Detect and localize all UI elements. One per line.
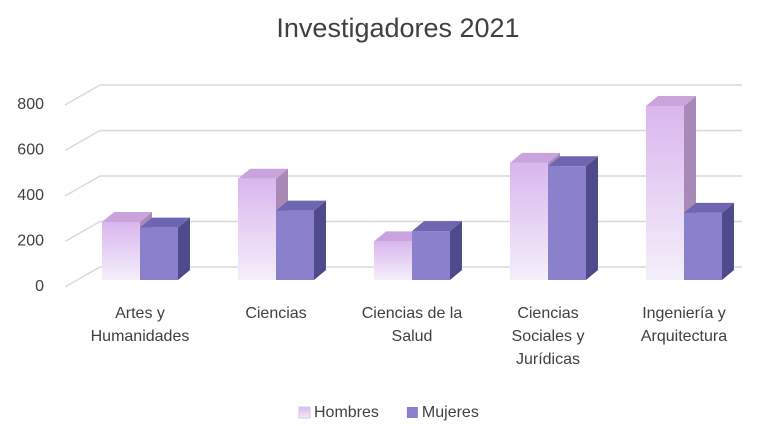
- bar-front: [102, 221, 140, 280]
- bar-front: [374, 241, 412, 280]
- bar-side: [450, 221, 462, 280]
- legend-swatch: [298, 406, 311, 419]
- x-tick-label: Ciencias de la Salud: [362, 305, 463, 345]
- bar-top: [140, 217, 190, 228]
- x-tick-label-line: Ingeniería y: [642, 305, 726, 322]
- legend-label: Mujeres: [422, 404, 479, 421]
- grid-line: [64, 84, 742, 106]
- chart-title: Investigadores 2021: [276, 13, 519, 43]
- x-tick-label: Artes y Humanidades: [91, 305, 190, 345]
- bar-front: [684, 212, 722, 280]
- bar: [548, 156, 598, 280]
- x-tick-label-line: Salud: [392, 328, 433, 345]
- bar-front: [510, 162, 548, 280]
- y-tick-label: 800: [17, 96, 44, 113]
- bar-top: [276, 200, 326, 211]
- x-tick-label-line: Ciencias de la: [362, 305, 463, 322]
- x-tick-label-line: Humanidades: [91, 328, 190, 345]
- y-tick-label: 400: [17, 187, 44, 204]
- bar: [276, 200, 326, 280]
- bar-side: [178, 217, 190, 280]
- x-tick-label-line: Arquitectura: [641, 328, 727, 345]
- x-tick-label: Ciencias Sociales y Jurídicas: [512, 305, 585, 368]
- grid-line: [64, 175, 742, 197]
- bar-top: [510, 152, 560, 163]
- grid-line: [64, 129, 742, 152]
- bar: [646, 95, 696, 281]
- bar-top: [412, 221, 462, 232]
- bar: [140, 217, 190, 280]
- bar-top: [102, 211, 152, 222]
- y-tick-label: 0: [35, 278, 44, 295]
- bar-side: [722, 202, 734, 280]
- legend-swatch: [406, 407, 418, 418]
- legend-label: Hombres: [314, 404, 379, 421]
- bar-top: [548, 156, 598, 167]
- bar-side: [314, 200, 326, 280]
- bar-top: [374, 231, 424, 242]
- y-tick-label: 600: [17, 142, 44, 159]
- x-tick-label-line: Jurídicas: [516, 351, 580, 368]
- bar-front: [646, 105, 684, 281]
- bar: [412, 221, 462, 280]
- bar-top: [684, 202, 734, 213]
- x-tick-label: Ciencias: [245, 305, 306, 322]
- bar-front: [276, 210, 314, 280]
- x-tick-label-line: Artes y: [115, 305, 165, 322]
- bar-front: [238, 178, 276, 280]
- bar-top: [238, 168, 288, 179]
- x-tick-label-line: Ciencias: [517, 305, 578, 322]
- bar-top: [646, 95, 696, 106]
- bar-front: [412, 231, 450, 280]
- bar: [684, 202, 734, 280]
- bar-side: [586, 156, 598, 280]
- x-tick-label-line: Sociales y: [512, 328, 585, 345]
- bar-front: [548, 166, 586, 280]
- y-tick-label: 200: [17, 233, 44, 250]
- bar-front: [140, 227, 178, 280]
- x-tick-label-line: Ciencias: [245, 305, 306, 322]
- x-tick-label: Ingeniería y Arquitectura: [641, 305, 727, 345]
